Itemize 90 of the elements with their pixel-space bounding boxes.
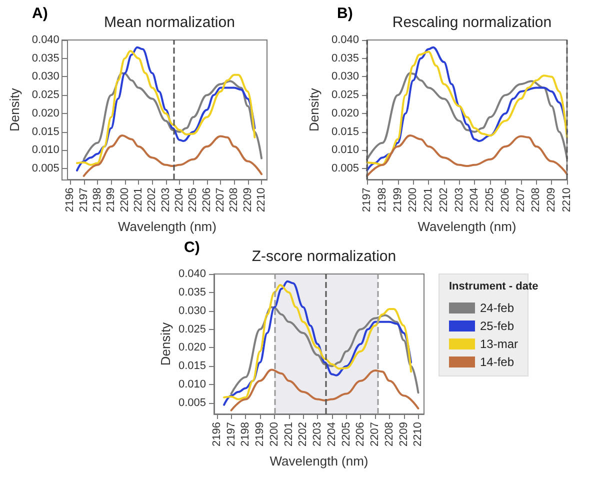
x-tick-label: 2207	[514, 188, 527, 212]
x-tick-label: 2201	[422, 188, 435, 212]
x-tick-label: 2196	[64, 188, 76, 212]
y-tick-label: 0.005	[331, 162, 359, 175]
x-tick-label: 2199	[392, 188, 404, 212]
legend-label: 24-feb	[480, 301, 514, 315]
x-tick-label: 2207	[369, 422, 382, 446]
chart-title: Rescaling normalization	[392, 14, 552, 31]
y-tick-label: 0.005	[178, 396, 206, 409]
legend-label: 13-mar	[480, 337, 518, 351]
x-axis-title: Wavelength (nm)	[270, 453, 368, 468]
line-series	[230, 368, 420, 412]
y-tick-label: 0.010	[331, 144, 359, 156]
x-tick-label: 2208	[228, 188, 240, 212]
x-tick-label: 2210	[412, 422, 424, 446]
legend-label: 14-feb	[480, 355, 514, 369]
x-tick-label: 2201	[132, 188, 145, 212]
x-tick-label: 2210	[561, 188, 573, 212]
x-tick-label: 2207	[214, 188, 227, 212]
x-tick-label: 2202	[438, 188, 450, 212]
y-tick-label: 0.035	[331, 52, 359, 64]
x-tick-label: 2200	[407, 188, 420, 212]
text: A)	[32, 5, 48, 22]
y-tick-label: 0.030	[178, 304, 206, 317]
x-tick-label: 2200	[118, 188, 131, 212]
x-tick-label: 2197	[225, 422, 238, 446]
x-tick-label: 2198	[376, 188, 388, 212]
y-tick-label: 0.025	[331, 89, 359, 102]
legend-title: Instrument - date	[449, 280, 538, 292]
x-tick-label: 2204	[174, 188, 186, 212]
y-tick-label: 0.015	[32, 126, 60, 138]
y-axis-title: Density	[158, 322, 173, 366]
x-tick-label: 2204	[468, 188, 481, 212]
y-tick-label: 0.035	[178, 286, 206, 298]
line-series	[230, 306, 420, 395]
x-tick-label: 2206	[354, 422, 367, 446]
chart-title: Mean normalization	[104, 14, 235, 31]
y-tick-label: 0.040	[178, 268, 206, 280]
x-tick-label: 2205	[484, 188, 496, 212]
x-tick-label: 2209	[546, 188, 558, 212]
x-tick-label: 2209	[398, 422, 410, 446]
x-tick-label: 2203	[160, 188, 172, 212]
y-tick-label: 0.030	[32, 70, 60, 83]
y-tick-label: 0.015	[331, 126, 359, 138]
x-tick-label: 2206	[200, 188, 213, 212]
x-axis-title: Wavelength (nm)	[118, 219, 216, 234]
x-tick-label: 2209	[242, 188, 254, 212]
x-tick-label: 2197	[78, 188, 90, 212]
x-tick-label: 2197	[361, 188, 373, 212]
line-series	[82, 72, 263, 160]
x-tick-label: 2201	[282, 422, 295, 446]
y-tick-label: 0.020	[331, 107, 359, 120]
x-tick-label: 2204	[326, 422, 338, 446]
y-axis-title: Density	[7, 88, 22, 132]
x-tick-label: 2206	[499, 188, 512, 212]
y-tick-label: 0.040	[331, 34, 359, 46]
x-tick-label: 2203	[453, 188, 466, 212]
x-tick-label: 2210	[256, 188, 268, 212]
x-tick-label: 2205	[340, 422, 352, 446]
x-tick-label: 2199	[105, 188, 118, 212]
x-tick-label: 2200	[268, 422, 280, 446]
line-series	[366, 134, 568, 177]
y-tick-label: 0.035	[32, 52, 60, 64]
x-tick-label: 2196	[210, 422, 223, 446]
x-tick-label: 2205	[187, 188, 200, 212]
y-tick-label: 0.020	[32, 107, 60, 120]
y-tick-label: 0.010	[32, 144, 60, 156]
y-axis-title: Density	[306, 88, 322, 132]
x-tick-label: 2203	[312, 422, 324, 446]
y-tick-label: 0.040	[32, 34, 60, 46]
x-tick-label: 2202	[297, 422, 310, 446]
text: B)	[337, 5, 353, 22]
legend-label: 25-feb	[480, 319, 514, 333]
y-tick-label: 0.015	[178, 360, 206, 372]
x-tick-label: 2202	[146, 188, 158, 212]
y-tick-label: 0.025	[178, 323, 206, 336]
x-tick-label: 2208	[530, 188, 542, 212]
x-axis-title: Wavelength (nm)	[418, 219, 516, 234]
x-tick-label: 2208	[383, 422, 396, 446]
y-tick-label: 0.020	[178, 342, 206, 354]
y-tick-label: 0.025	[32, 89, 60, 102]
y-tick-label: 0.005	[32, 162, 60, 175]
chart-title: Z-score normalization	[252, 248, 396, 265]
x-tick-label: 2198	[240, 422, 252, 446]
y-tick-label: 0.010	[178, 378, 206, 391]
line-series	[82, 134, 263, 177]
x-tick-label: 2199	[254, 422, 266, 446]
y-tick-label: 0.030	[331, 70, 359, 83]
x-tick-label: 2198	[92, 188, 104, 212]
text: C)	[184, 239, 200, 256]
